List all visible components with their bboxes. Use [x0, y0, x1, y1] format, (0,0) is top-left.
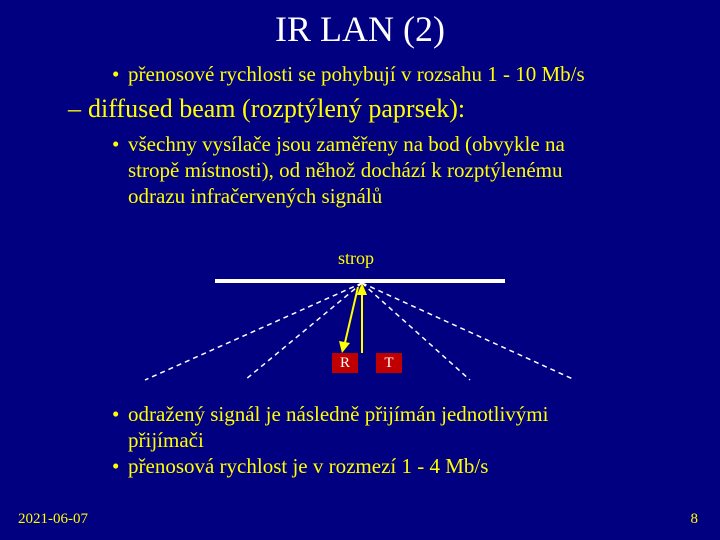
- diagram-label-top: strop: [338, 248, 374, 269]
- bullet-line-3a: odražený signál je následně přijímán jed…: [128, 402, 548, 427]
- bullet-line-4: přenosová rychlost je v rozmezí 1 - 4 Mb…: [128, 454, 488, 479]
- page-title: IR LAN (2): [0, 0, 720, 50]
- diagram-svg: [100, 275, 620, 385]
- bullet-line-3b: přijímači: [128, 428, 204, 453]
- bullet-line-1: přenosové rychlosti se pohybují v rozsah…: [128, 62, 585, 87]
- footer-date: 2021-06-07: [18, 511, 88, 528]
- bullet-line-2c: odrazu infračervených signálů: [128, 184, 382, 209]
- subheading-diffused: diffused beam (rozptýlený paprsek):: [88, 94, 465, 124]
- bullet-line-2a: všechny vysílače jsou zaměřeny na bod (o…: [128, 132, 565, 157]
- bullet-line-2b: stropě místnosti), od něhož dochází k ro…: [128, 158, 562, 183]
- diffused-beam-diagram: R T: [100, 275, 620, 385]
- reflect-line-1: [145, 283, 362, 380]
- footer-page-number: 8: [691, 511, 699, 528]
- transmitter-box: T: [376, 353, 402, 373]
- receive-arrow-head: [339, 341, 350, 353]
- receiver-box: R: [332, 353, 358, 373]
